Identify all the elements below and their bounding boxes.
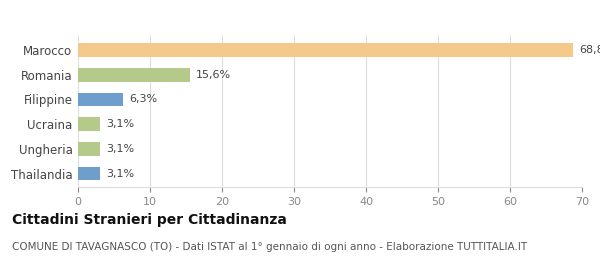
Bar	[78, 68, 190, 82]
Text: 3,1%: 3,1%	[106, 144, 134, 154]
Text: Cittadini Stranieri per Cittadinanza: Cittadini Stranieri per Cittadinanza	[12, 213, 287, 227]
Text: 68,8%: 68,8%	[579, 45, 600, 55]
Bar	[78, 117, 100, 131]
Text: 3,1%: 3,1%	[106, 168, 134, 179]
Text: COMUNE DI TAVAGNASCO (TO) - Dati ISTAT al 1° gennaio di ogni anno - Elaborazione: COMUNE DI TAVAGNASCO (TO) - Dati ISTAT a…	[12, 242, 527, 252]
Bar	[78, 93, 124, 106]
Bar	[78, 167, 100, 180]
Legend: Africa, Europa, Asia: Africa, Europa, Asia	[219, 0, 441, 2]
Bar	[78, 142, 100, 156]
Text: 3,1%: 3,1%	[106, 119, 134, 129]
Bar	[78, 43, 574, 57]
Text: 15,6%: 15,6%	[196, 70, 231, 80]
Text: 6,3%: 6,3%	[129, 94, 157, 105]
